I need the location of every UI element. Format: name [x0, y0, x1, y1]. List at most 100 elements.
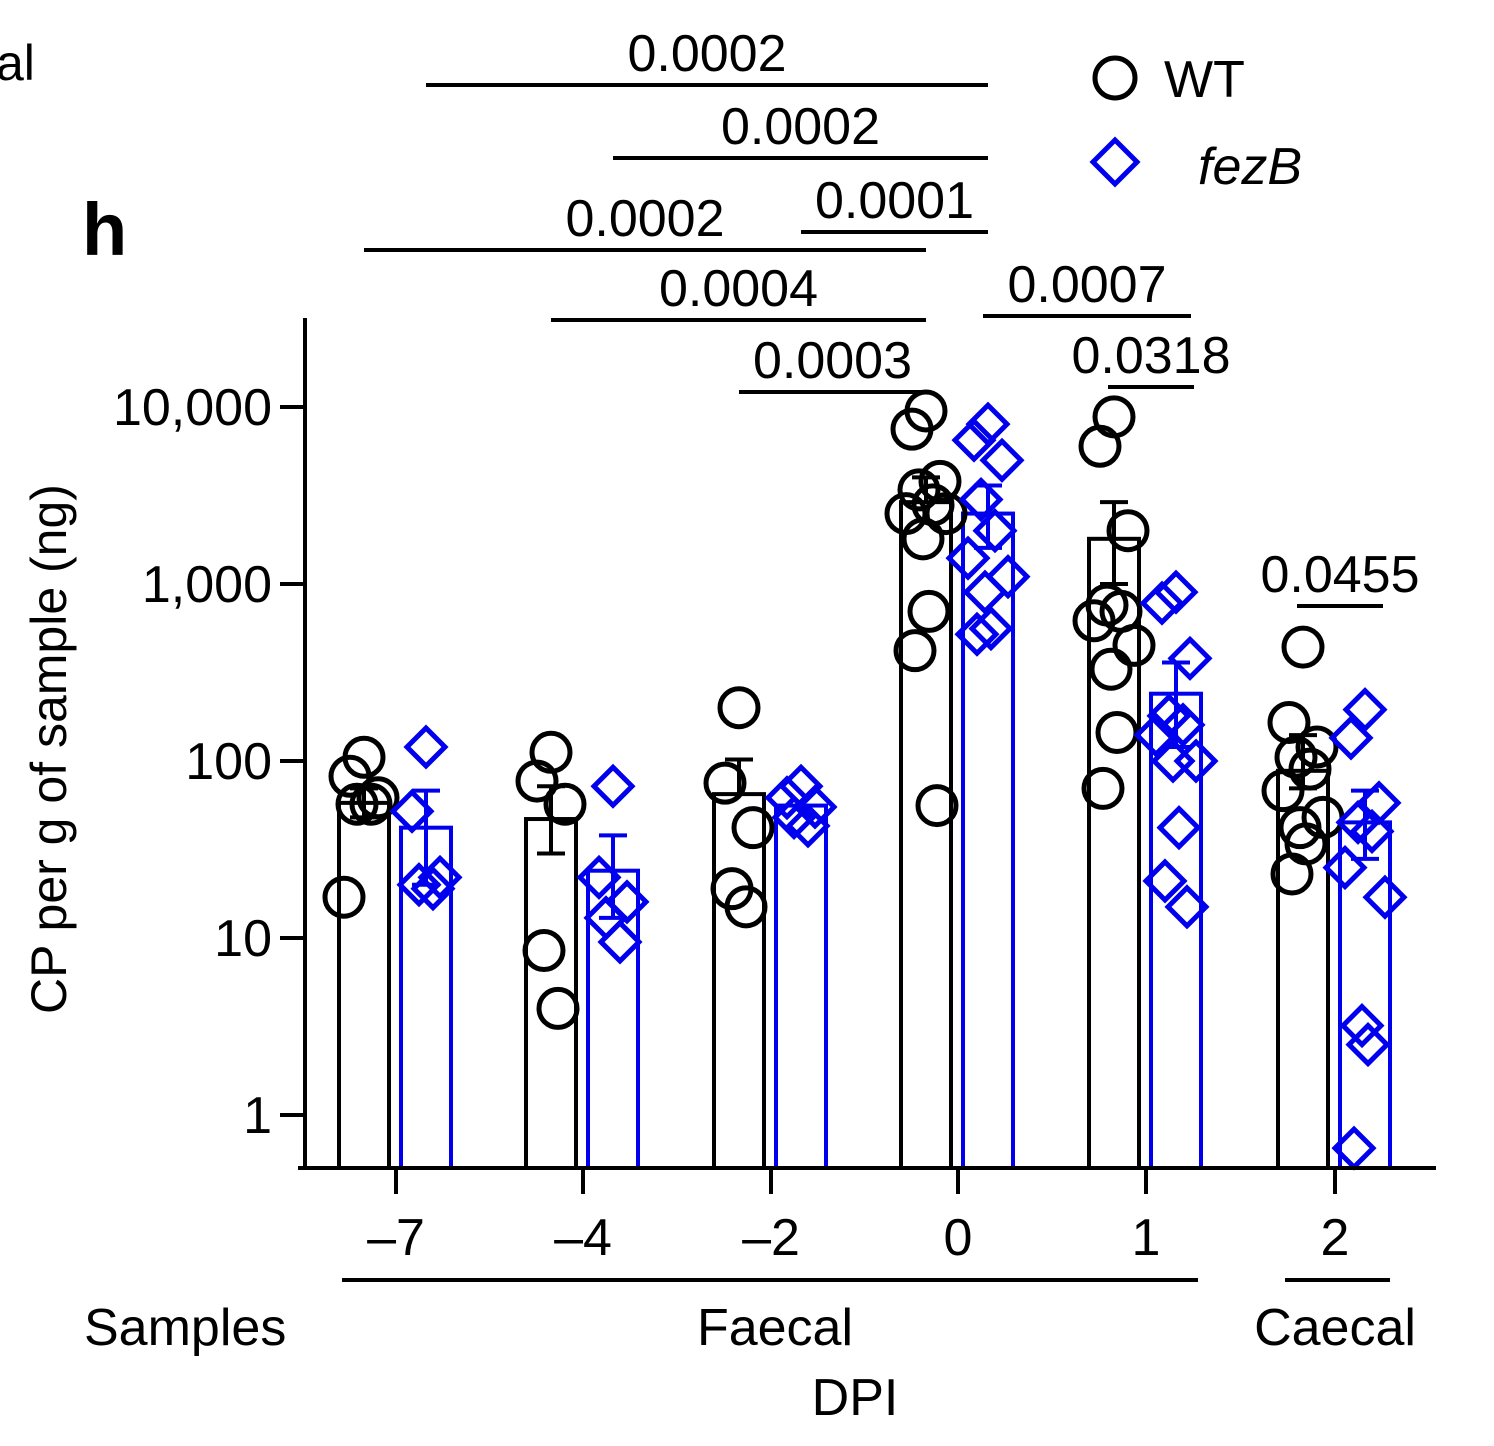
data-point-fezb [1362, 874, 1408, 920]
data-point-fezb [590, 763, 636, 809]
cropped-panel-label: al [0, 35, 35, 91]
data-point-fezb [1142, 858, 1188, 904]
data-point-wt [1089, 647, 1133, 691]
data-point-fezb [962, 569, 1008, 615]
legend-fezb-marker [1089, 136, 1141, 188]
data-point-fezb [403, 724, 449, 770]
p-value-label: 0.0004 [659, 260, 818, 318]
x-tick-label: –7 [367, 1209, 425, 1267]
legend-fezb-label: fezB [1198, 138, 1302, 196]
data-point-wt [907, 589, 951, 633]
data-point-fezb [985, 554, 1031, 600]
y-tick-label: 100 [185, 733, 272, 791]
comparison-brackets: 0.0002 0.0002 0.0001 0.0002 0.0004 0.0003 0.00… [364, 25, 1420, 608]
data-point-fezb [597, 919, 643, 965]
p-value-label: 0.0001 [815, 172, 974, 230]
x-tick-label: –2 [742, 1209, 800, 1267]
data-point-wt [893, 629, 937, 673]
axes: 1 10 100 1,000 10,000 –7 –4 –2 0 1 2 [113, 318, 1436, 1267]
x-tick-label: 1 [1132, 1209, 1161, 1267]
data-point-wt [915, 784, 959, 828]
sample-group-label: Caecal [1254, 1299, 1416, 1357]
error-bars [350, 475, 1379, 920]
data-point-wt [724, 885, 768, 929]
data-point-fezb [792, 784, 838, 830]
data-point-wt [703, 761, 747, 805]
data-point-wt [1281, 625, 1325, 669]
data-point-fezb [1139, 580, 1185, 626]
p-value-label: 0.0318 [1071, 327, 1230, 385]
data-point-wt [1261, 769, 1305, 813]
data-point-wt [1095, 710, 1139, 754]
data-point-fezb [968, 606, 1014, 652]
data-point-fezb [954, 611, 1000, 657]
panel-letter: h [82, 188, 127, 271]
data-point-wt [1270, 852, 1314, 896]
data-point-fezb [764, 775, 810, 821]
data-point-wt [897, 468, 941, 512]
data-point-wt [1301, 795, 1345, 839]
data-point-fezb [1150, 738, 1196, 784]
bar-wt-2 [712, 792, 766, 1170]
data-point-wt [890, 407, 934, 451]
data-point-fezb [1339, 1003, 1385, 1049]
y-tick-label: 1,000 [142, 556, 272, 614]
y-ticks: 1 10 100 1,000 10,000 [113, 379, 305, 1145]
data-point-fezb [972, 508, 1018, 554]
y-tick-label: 10 [214, 910, 272, 968]
data-point-wt [1112, 623, 1156, 667]
data-point-fezb [785, 803, 831, 849]
data-point-wt [335, 782, 379, 826]
data-point-wt [731, 806, 775, 850]
data-point-fezb [1345, 1022, 1391, 1068]
data-point-wt [328, 754, 372, 798]
data-point-fezb [389, 788, 435, 834]
x-ticks: –7 –4 –2 0 1 2 [367, 1168, 1349, 1267]
data-point-wt [543, 782, 587, 826]
data-point-wt [901, 517, 945, 561]
x-tick-label: –4 [554, 1209, 612, 1267]
legend-wt-marker [1092, 55, 1138, 101]
data-points [322, 389, 1408, 1171]
data-point-fezb [410, 866, 456, 912]
legend-wt-label: WT [1164, 51, 1245, 109]
data-point-fezb [958, 477, 1004, 523]
data-point-fezb [604, 879, 650, 925]
data-point-fezb [951, 417, 997, 463]
data-point-wt [918, 459, 962, 503]
data-point-fezb [1133, 712, 1179, 758]
data-point-wt [1072, 599, 1116, 643]
data-point-wt [522, 928, 566, 972]
p-value-label: 0.0003 [753, 332, 912, 390]
data-point-wt [1106, 509, 1150, 553]
samples-row-label: Samples [84, 1299, 286, 1357]
p-value-label: 0.0455 [1260, 546, 1419, 604]
data-point-fezb [1167, 635, 1213, 681]
data-point-wt [356, 776, 400, 820]
data-point-fezb [396, 862, 442, 908]
data-point-wt [1081, 766, 1125, 810]
data-point-wt [515, 759, 559, 803]
data-point-wt [349, 782, 393, 826]
bar-fezb-2 [774, 803, 828, 1171]
data-point-fezb [1349, 808, 1395, 854]
data-point-fezb [1160, 702, 1206, 748]
x-tick-label: 0 [944, 1209, 973, 1267]
bar-fezb-5 [1338, 820, 1392, 1171]
p-value-label: 0.0007 [1007, 256, 1166, 314]
p-value-label: 0.0002 [565, 190, 724, 248]
data-point-wt [322, 875, 366, 919]
data-point-fezb [1164, 884, 1210, 930]
data-point-wt [536, 986, 580, 1030]
data-point-fezb [1156, 805, 1202, 851]
bar-wt-4 [1087, 536, 1141, 1170]
data-point-fezb [1322, 845, 1368, 891]
data-point-fezb [1342, 687, 1388, 733]
data-point-fezb [1328, 715, 1374, 761]
sample-groups: Samples Faecal Caecal [84, 1278, 1416, 1357]
y-axis-label: CP per g of sample (ng) [21, 484, 77, 1014]
data-point-wt [1078, 424, 1122, 468]
data-point-wt [924, 492, 968, 536]
y-tick-label: 1 [243, 1087, 272, 1145]
legend: WT fezB [1089, 51, 1302, 196]
